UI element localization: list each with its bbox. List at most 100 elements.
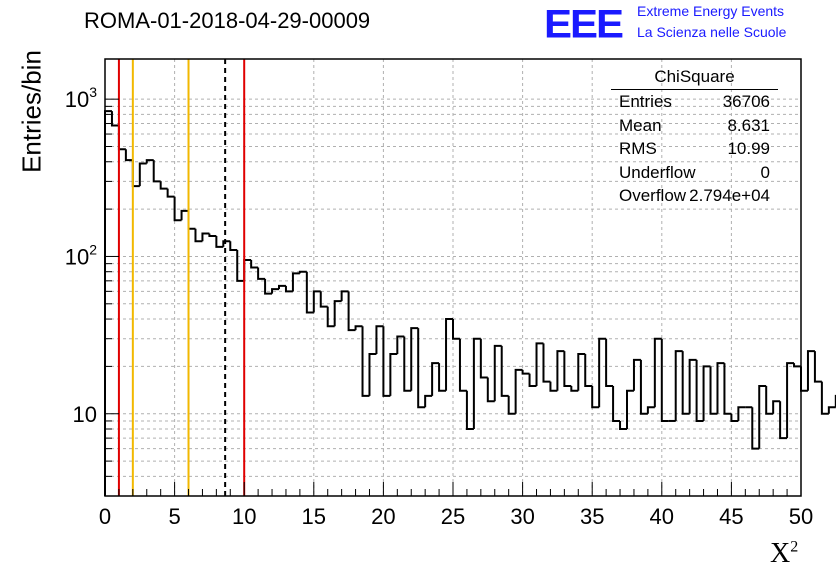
histogram-bin (779, 401, 788, 440)
histogram-bin (250, 259, 259, 269)
histogram-bin (786, 362, 795, 439)
histogram-bin (674, 350, 683, 421)
histogram-bin (382, 326, 391, 397)
histogram-bin (291, 272, 300, 292)
stats-row-rms: RMS 10.99 (619, 139, 770, 158)
histogram-bin (159, 181, 168, 190)
histogram-bin (166, 188, 175, 198)
histogram-bin (222, 240, 231, 247)
histogram-bin (619, 420, 627, 430)
stats-row-overflow: Overflow 2.794e+04 (619, 186, 770, 205)
histogram-bin (660, 338, 669, 422)
histogram-bin (180, 209, 189, 221)
histogram-bin (465, 390, 474, 430)
histogram-bin (389, 352, 398, 396)
histogram-bin (152, 160, 161, 183)
histogram-bin (709, 366, 718, 415)
histogram-bin (806, 350, 815, 391)
y-axis-title: Entries/bin (16, 50, 47, 173)
x-tick-label: 0 (99, 504, 111, 529)
histogram-bin (424, 394, 433, 408)
histogram-bin (507, 395, 516, 415)
histogram-bin (584, 353, 593, 388)
x-tick-label: 50 (789, 504, 813, 529)
histogram-bin (486, 377, 495, 403)
y-tick-label: 103 (65, 84, 97, 112)
histogram-bin (632, 358, 641, 391)
histogram-bin (396, 335, 405, 354)
histogram-bin (368, 352, 377, 396)
histogram-bin (340, 290, 349, 302)
histogram-bin (716, 362, 725, 414)
x-tick-label: 40 (650, 504, 674, 529)
histogram-bin (772, 400, 781, 414)
stats-row-underflow: Underflow 0 (619, 162, 770, 182)
histogram-bin (145, 159, 154, 164)
histogram-bin (243, 258, 252, 281)
histogram-bin (535, 342, 544, 387)
x-tick-label: 30 (510, 504, 534, 529)
histogram-bin (312, 290, 321, 313)
histogram-bin (326, 306, 335, 328)
histogram-bin (577, 352, 586, 391)
eee-logo: EEE (544, 1, 624, 46)
histogram-bin (639, 359, 648, 415)
histogram-bin (319, 291, 328, 308)
histogram-bin (500, 345, 509, 397)
histogram-bin (124, 149, 133, 162)
histogram-bin (298, 270, 307, 274)
histogram-bin (117, 125, 126, 151)
histogram-bin (493, 344, 502, 402)
histogram-bin (765, 386, 774, 415)
histogram-bin (827, 406, 836, 414)
histogram-bin (131, 160, 140, 188)
histogram-bin (695, 359, 704, 422)
histogram-bin (626, 389, 634, 429)
x-tick-label: 10 (232, 504, 256, 529)
x-tick-label: 45 (719, 504, 743, 529)
run-title: ROMA-01-2018-04-29-00009 (84, 8, 371, 33)
stats-row-mean: Mean 8.631 (619, 115, 770, 135)
histogram-bin (730, 413, 739, 422)
x-tick-label: 15 (302, 504, 326, 529)
histogram-bin (410, 327, 419, 391)
histogram-bin (458, 338, 467, 392)
histogram-bin (445, 318, 453, 391)
histogram-bin (375, 325, 384, 354)
histogram-bin (417, 328, 426, 409)
x-tick-label: 20 (371, 504, 395, 529)
histogram-bin (208, 233, 217, 237)
histogram-bin (605, 338, 614, 388)
x-tick-label: 5 (168, 504, 180, 529)
histogram-bin (528, 373, 537, 388)
histogram-bin (257, 267, 266, 280)
histogram-bin (702, 365, 711, 421)
histogram-bin (138, 162, 147, 187)
histogram-bin (563, 351, 572, 388)
y-tick-label: 102 (65, 241, 97, 269)
histogram-bin (452, 319, 460, 340)
histogram-bin (215, 235, 224, 248)
histogram-bin (173, 196, 182, 222)
histogram-bin (361, 326, 370, 397)
histogram-bin (723, 363, 732, 415)
histogram-bin (236, 249, 245, 282)
histogram-bin (612, 386, 621, 422)
stats-box: ChiSquare Entries 36706 Mean 8.631 RMS 10.9… (611, 67, 778, 208)
histogram-bin (201, 232, 210, 242)
histogram-bin (514, 368, 523, 414)
histogram-bin (521, 369, 530, 375)
histogram-bin (556, 350, 565, 391)
histogram-bin (653, 337, 662, 408)
histogram-bin (549, 381, 558, 392)
histogram-bin (820, 381, 829, 415)
histogram-bin (813, 351, 822, 383)
histogram-bin (431, 362, 440, 396)
histogram-bin (333, 300, 342, 327)
histogram-bin (110, 111, 119, 127)
histogram-bin (598, 337, 607, 408)
x-tick-label: 25 (441, 504, 465, 529)
histogram-bin (479, 338, 488, 379)
histogram-bin (688, 358, 697, 414)
